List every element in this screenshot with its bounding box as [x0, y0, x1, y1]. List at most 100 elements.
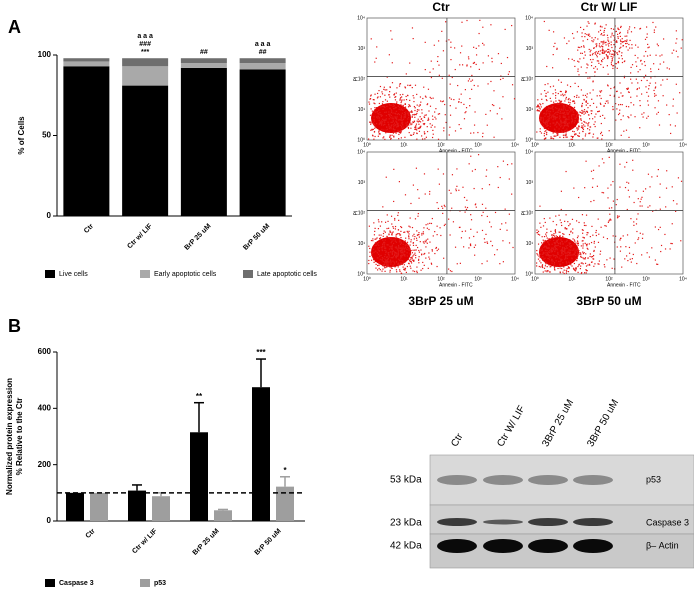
event-dot	[395, 241, 398, 243]
event-dot	[634, 44, 637, 46]
event-dot	[580, 119, 582, 121]
event-dot	[375, 107, 378, 109]
event-dot	[413, 254, 415, 256]
event-dot	[551, 249, 553, 251]
event-dot	[373, 102, 375, 104]
event-dot	[443, 224, 445, 227]
event-dot	[549, 123, 551, 125]
event-dot	[383, 136, 385, 138]
event-dot	[551, 262, 553, 264]
event-dot	[413, 238, 415, 240]
event-dot	[549, 271, 551, 273]
event-dot	[407, 112, 409, 114]
event-dot	[584, 125, 586, 127]
event-dot	[539, 253, 541, 255]
event-dot	[569, 103, 571, 106]
event-dot	[394, 219, 396, 221]
event-dot	[573, 96, 576, 98]
event-dot	[402, 119, 404, 121]
event-dot	[506, 164, 509, 166]
event-dot	[586, 25, 588, 27]
event-dot	[630, 31, 633, 33]
event-dot	[613, 39, 615, 41]
event-dot	[615, 103, 617, 105]
event-dot	[544, 138, 546, 140]
event-dot	[545, 233, 547, 235]
event-dot	[589, 92, 591, 94]
blot-band	[437, 518, 477, 526]
event-dot	[668, 113, 670, 116]
event-dot	[610, 41, 612, 43]
event-dot	[400, 125, 403, 128]
event-dot	[562, 127, 564, 129]
event-dot	[598, 31, 600, 33]
event-dot	[407, 127, 410, 129]
event-dot	[602, 192, 605, 194]
event-dot	[388, 124, 390, 126]
event-dot	[547, 247, 549, 249]
event-dot	[399, 99, 401, 101]
event-dot	[574, 133, 577, 135]
event-dot	[511, 24, 513, 27]
event-dot	[649, 186, 651, 188]
event-dot	[539, 128, 541, 130]
event-dot	[373, 116, 375, 118]
event-dot	[373, 261, 375, 263]
event-dot	[606, 259, 608, 261]
event-dot	[619, 35, 622, 38]
event-dot	[454, 130, 457, 132]
event-dot	[563, 124, 566, 127]
event-dot	[396, 121, 398, 123]
event-dot	[624, 166, 626, 168]
event-dot	[577, 242, 579, 245]
event-dot	[398, 108, 400, 110]
event-dot	[379, 114, 382, 116]
event-dot	[616, 246, 618, 248]
event-dot	[407, 246, 409, 249]
event-dot	[428, 110, 430, 112]
event-dot	[670, 242, 672, 245]
y-axis-label: % of Cells	[17, 116, 26, 155]
event-dot	[409, 84, 412, 86]
event-dot	[418, 127, 421, 129]
event-dot	[368, 245, 370, 247]
event-dot	[396, 101, 398, 103]
event-dot	[450, 46, 452, 48]
event-dot	[586, 245, 588, 247]
event-dot	[569, 107, 571, 109]
event-dot	[404, 194, 407, 196]
event-dot	[575, 111, 577, 113]
event-dot	[372, 122, 375, 124]
event-dot	[377, 264, 379, 267]
event-dot	[391, 253, 393, 256]
event-dot	[599, 46, 601, 48]
event-dot	[577, 68, 579, 70]
event-dot	[397, 252, 399, 254]
event-dot	[554, 130, 557, 132]
event-dot	[399, 257, 402, 259]
event-dot	[582, 232, 584, 234]
event-dot	[582, 252, 585, 255]
event-dot	[369, 114, 372, 116]
event-dot	[566, 262, 568, 264]
event-dot	[497, 186, 499, 189]
event-dot	[474, 168, 476, 171]
event-dot	[587, 77, 589, 79]
event-dot	[592, 52, 594, 55]
event-dot	[561, 224, 563, 227]
event-dot	[551, 237, 553, 239]
event-dot	[370, 108, 372, 110]
event-dot	[588, 122, 590, 124]
event-dot	[381, 123, 383, 125]
event-dot	[415, 237, 418, 239]
event-dot	[394, 96, 396, 98]
event-dot	[581, 127, 584, 129]
event-dot	[568, 118, 570, 120]
event-dot	[607, 48, 609, 51]
event-dot	[570, 135, 572, 137]
legend-label: Early apoptotic cells	[154, 271, 217, 278]
event-dot	[511, 163, 513, 165]
event-dot	[557, 252, 559, 254]
event-dot	[628, 136, 630, 139]
event-dot	[432, 129, 434, 132]
